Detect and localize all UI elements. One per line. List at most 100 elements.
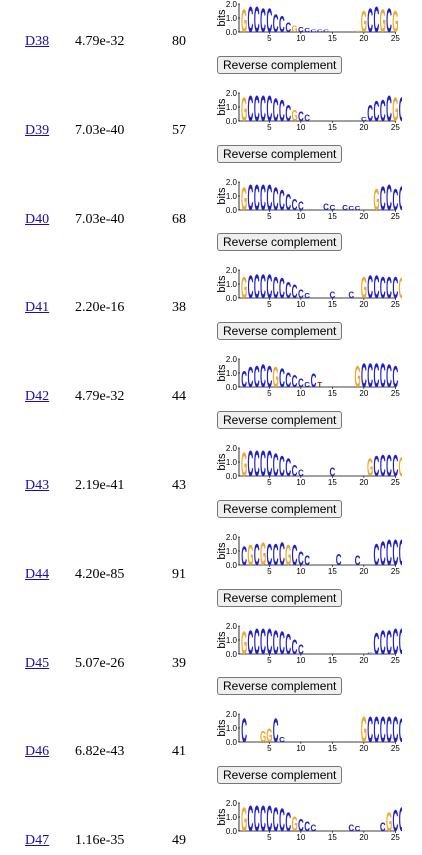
logo-letter: G xyxy=(386,808,392,838)
logo-letter: G xyxy=(291,107,297,125)
logo-ytick-label: 2.0 xyxy=(226,444,238,453)
logo-letter: C xyxy=(386,449,392,483)
logo-letter: C xyxy=(392,360,398,394)
logo-letter: G xyxy=(399,453,402,483)
logo-letter: C xyxy=(317,29,323,33)
logo-letter: C xyxy=(279,626,285,662)
logo-letter: C xyxy=(374,96,380,127)
logo-letter: G xyxy=(354,360,360,394)
logo-ylabel: bits xyxy=(216,275,228,293)
logo-letter: C xyxy=(380,822,386,835)
reverse-complement-button[interactable]: Reverse complement xyxy=(217,322,343,341)
logo-xtick-label: 20 xyxy=(359,34,368,43)
logo-letter: C xyxy=(266,620,272,661)
logo-xtick-label: 25 xyxy=(391,656,400,665)
logo-letter: C xyxy=(273,93,279,129)
logo-letter: C xyxy=(392,804,398,838)
logo-letter: C xyxy=(348,290,354,301)
logo-letter: C xyxy=(254,88,260,129)
logo-xtick-label: 15 xyxy=(328,34,337,43)
motif-id-link[interactable]: D45 xyxy=(25,655,50,671)
logo-letter: C xyxy=(361,357,367,396)
sequence-logo: bits2.01.00.0GCCCCCCCGCCCCCCGCCCCCCG5101… xyxy=(216,798,402,842)
logo-xtick-label: 15 xyxy=(328,300,337,309)
logo-letter: C xyxy=(367,271,373,307)
motif-sites: 43 xyxy=(172,478,186,493)
logo-letter: C xyxy=(392,620,398,661)
logo-letter: C xyxy=(285,277,291,304)
logo-letter: C xyxy=(348,205,354,211)
motif-id-link[interactable]: D42 xyxy=(25,389,50,405)
reverse-complement-button[interactable]: Reverse complement xyxy=(217,144,343,163)
logo-letter: C xyxy=(260,176,266,217)
logo-xtick-label: 20 xyxy=(359,300,368,309)
sequence-logo: bits2.01.00.0GCCCCCCCCCCCCCCGCCCCG510152… xyxy=(216,176,402,221)
logo-ytick-label: 2.0 xyxy=(226,89,238,98)
motif-id-link[interactable]: D39 xyxy=(25,122,50,138)
logo-letter: C xyxy=(304,292,310,301)
logo-letter: C xyxy=(254,443,260,484)
logo-letter: C xyxy=(279,804,285,840)
logo-letter: C xyxy=(311,822,317,833)
logo-xtick-label: 20 xyxy=(359,123,368,132)
logo-letter: C xyxy=(248,88,254,129)
motif-id-link[interactable]: D40 xyxy=(25,211,50,227)
logo-letter: G xyxy=(241,182,247,218)
logo-letter: C xyxy=(248,363,254,394)
logo-letter: C xyxy=(304,554,310,569)
reverse-complement-button[interactable]: Reverse complement xyxy=(217,411,343,429)
logo-letter: C xyxy=(273,449,279,485)
logo-xtick-label: 25 xyxy=(391,300,400,309)
reverse-complement-button[interactable]: Reverse complement xyxy=(217,233,343,252)
motif-evalue: 7.03e-40 xyxy=(75,211,125,227)
logo-xtick-label: 25 xyxy=(391,34,400,43)
motif-sites: 39 xyxy=(172,655,186,671)
logo-ytick-label: 2.0 xyxy=(226,710,238,719)
motif-sites: 49 xyxy=(172,833,186,849)
reverse-complement-button[interactable]: Reverse complement xyxy=(217,55,343,74)
logo-letter: C xyxy=(380,534,386,573)
logo-letter: C xyxy=(248,0,254,40)
logo-xtick-label: 5 xyxy=(267,212,272,221)
logo-letter: C xyxy=(260,2,266,41)
logo-letter: C xyxy=(292,283,298,304)
reverse-complement-button[interactable]: Reverse complement xyxy=(217,766,343,785)
motif-id-link[interactable]: D43 xyxy=(25,478,50,493)
logo-letter: C xyxy=(292,636,298,658)
motif-id-link[interactable]: D41 xyxy=(25,300,50,316)
motif-id-link[interactable]: D47 xyxy=(25,833,50,849)
logo-xtick-label: 5 xyxy=(267,567,272,576)
logo-letter: G xyxy=(247,540,253,571)
reverse-complement-button[interactable]: Reverse complement xyxy=(217,499,343,518)
logo-letter: C xyxy=(392,532,398,573)
logo-letter: C xyxy=(386,2,392,41)
logo-ytick-label: 1.0 xyxy=(226,280,238,289)
motif-id-link[interactable]: D38 xyxy=(25,34,50,49)
logo-xtick-label: 25 xyxy=(391,389,400,398)
logo-letter: G xyxy=(273,363,279,394)
logo-letter: G xyxy=(291,814,297,836)
logo-xtick-label: 10 xyxy=(296,34,305,43)
logo-letter: C xyxy=(386,176,392,217)
logo-letter: C xyxy=(266,268,272,307)
logo-letter: C xyxy=(304,820,310,835)
logo-letter: C xyxy=(361,117,367,123)
reverse-complement-button[interactable]: Reverse complement xyxy=(217,588,343,607)
logo-letter: C xyxy=(260,268,266,307)
motif-id-link[interactable]: D44 xyxy=(25,566,50,582)
logo-letter: G xyxy=(241,90,247,129)
logo-letter: C xyxy=(374,626,380,660)
logo-letter: C xyxy=(386,271,392,305)
logo-letter: C xyxy=(342,203,348,212)
logo-letter: C xyxy=(399,801,402,840)
logo-ytick-label: 2.0 xyxy=(226,355,238,364)
reverse-complement-button[interactable]: Reverse complement xyxy=(217,677,343,696)
motif-sites: 44 xyxy=(172,389,186,405)
logo-letter: C xyxy=(367,357,373,396)
logo-xtick-label: 5 xyxy=(267,744,272,753)
motif-evalue: 1.16e-35 xyxy=(75,833,125,849)
logo-letter: G xyxy=(361,5,367,39)
motif-id-link[interactable]: D46 xyxy=(25,744,50,760)
